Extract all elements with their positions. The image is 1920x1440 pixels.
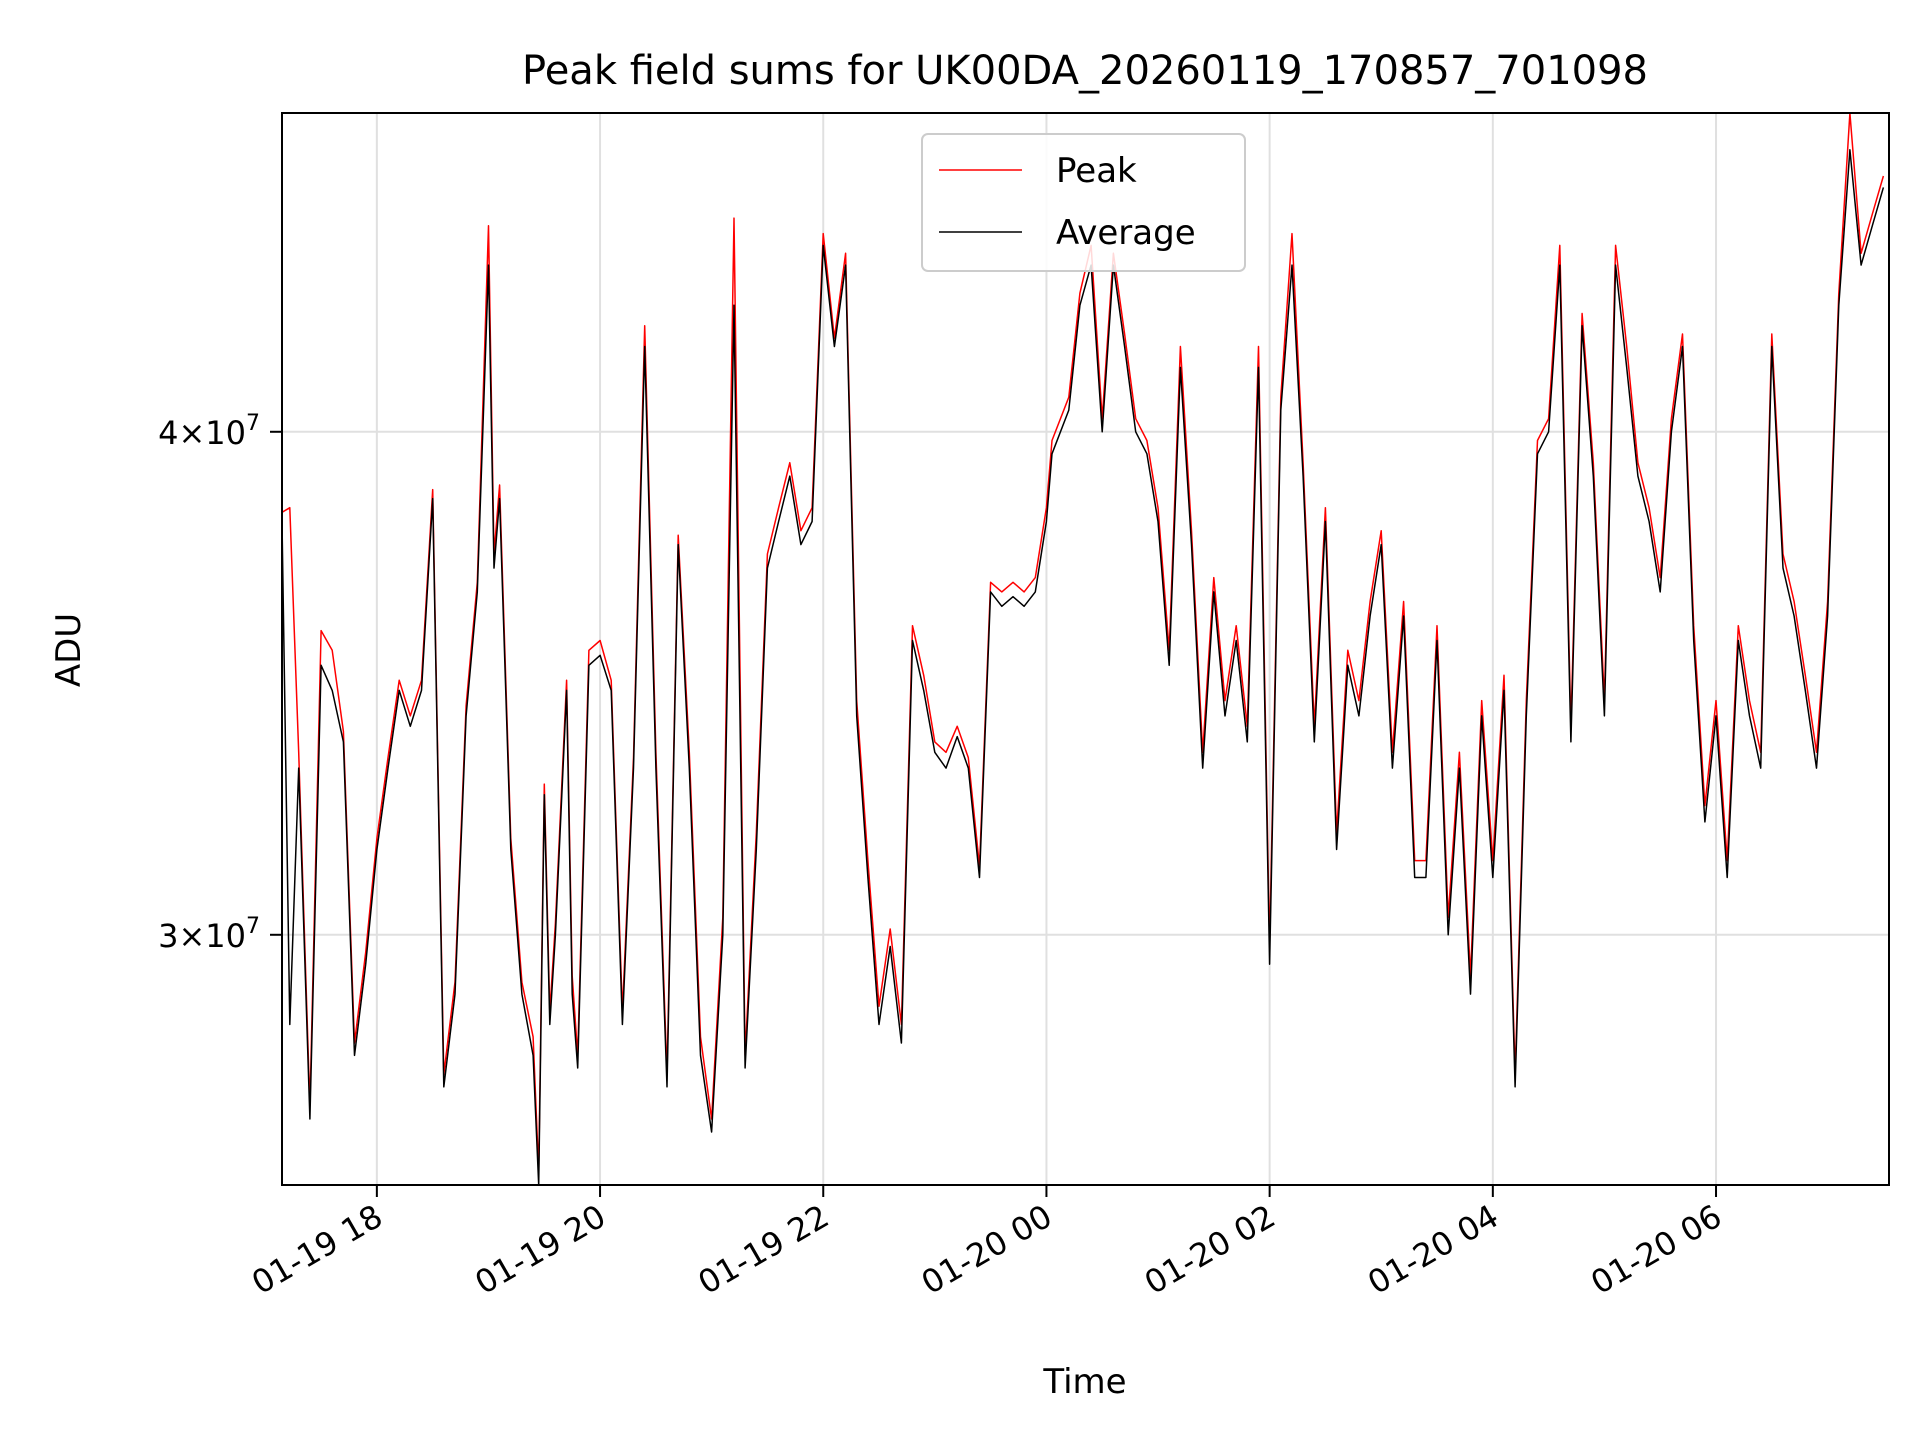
x-axis-label: Time	[1042, 1362, 1126, 1402]
chart-title: Peak field sums for UK00DA_20260119_1708…	[522, 48, 1648, 94]
legend-box	[921, 133, 1246, 272]
series-average	[281, 149, 1885, 1186]
legend-label-peak: Peak	[1056, 151, 1137, 191]
legend: Peak Average	[921, 133, 1246, 272]
y-tick-label: 4×107	[158, 411, 260, 452]
y-axis-label: ADU	[49, 613, 89, 687]
average-line	[281, 149, 1885, 1186]
legend-label-average: Average	[1056, 213, 1196, 253]
grid	[282, 113, 1889, 1185]
y-tick-label: 3×107	[158, 914, 260, 955]
y-axis-ticks: 3×107 4×107	[158, 411, 282, 955]
plot-frame	[281, 112, 1890, 1186]
